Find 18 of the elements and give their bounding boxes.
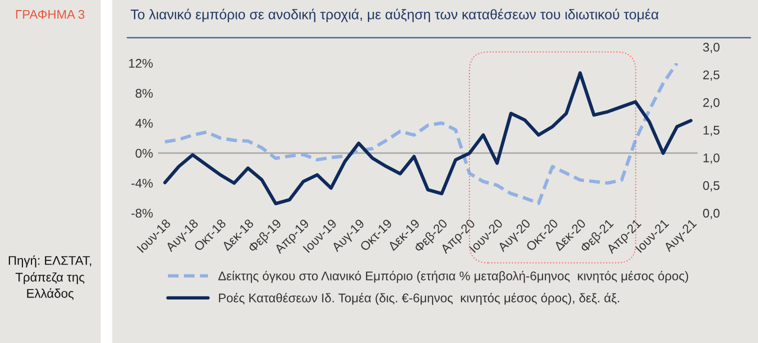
chart-title: Το λιανικό εμπόριο σε ανοδική τροχιά, με αύξηση των καταθέσεων του ιδιωτικού τομέα: [130, 8, 659, 22]
y2-tick-label: 1,5: [704, 126, 720, 136]
legend-label: Ροές Καταθέσεων Ιδ. Τομέα (δις. €-6μηνος κινητός μέσος όρος), δεξ. άξ.: [218, 292, 620, 305]
y-tick-label: 8%: [136, 88, 153, 98]
y-tick-label: 0%: [136, 148, 153, 158]
legend-label: Δείκτης όγκου στο Λιανικό Εμπόριο (ετήσια % μεταβολή-6μηνος κινητός μέσος όρος): [218, 270, 688, 283]
y-tick-label: 12%: [129, 58, 153, 68]
y-tick-label: -4%: [132, 178, 153, 188]
y2-tick-label: 3,0: [703, 42, 720, 54]
y2-tick-label: 0,5: [703, 181, 720, 192]
y2-tick-label: 2,5: [703, 70, 720, 81]
y2-tick-label: 1,0: [704, 153, 720, 164]
text: ΓΡΑΦΗΜΑ 3: [16, 10, 84, 19]
y-tick-label: -8%: [132, 208, 153, 218]
y2-tick-label: 2,0: [703, 98, 720, 108]
y-tick-label: 4%: [135, 118, 153, 128]
y2-tick-label: 0,0: [703, 208, 720, 220]
text: Πηγή: ΕΛΣΤΑΤ, Τράπεζα της Ελλάδος: [8, 255, 92, 300]
